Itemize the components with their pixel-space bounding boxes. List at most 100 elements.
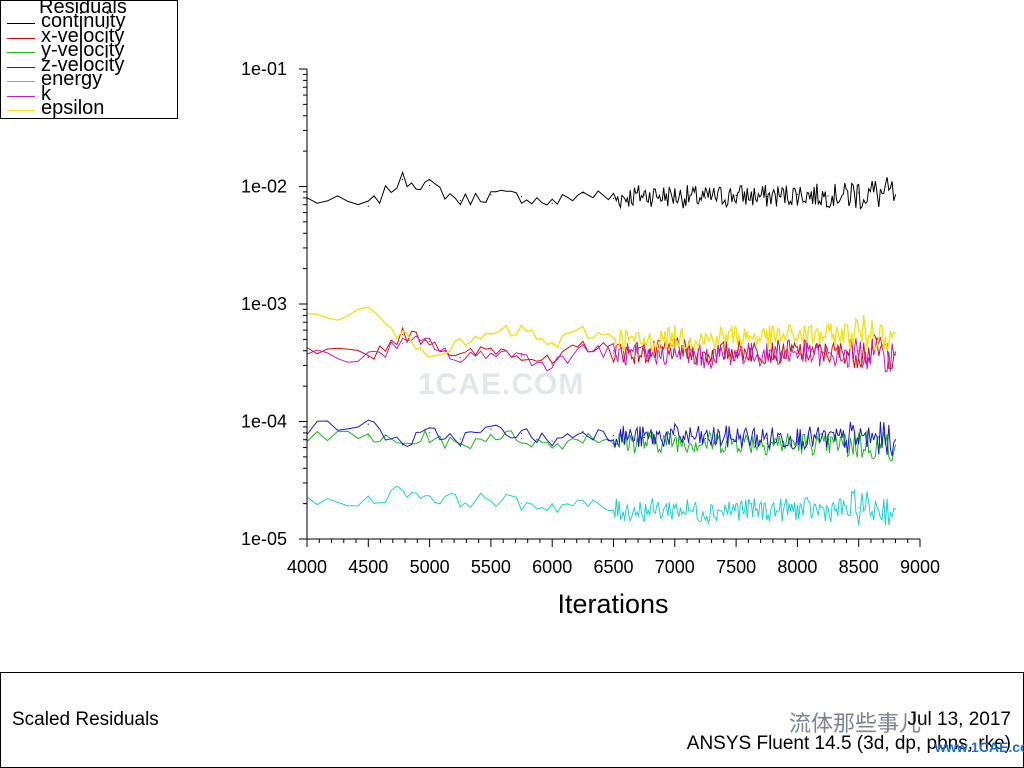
data-point-y-velocity xyxy=(674,439,676,441)
data-point-continuity xyxy=(402,178,404,180)
data-point-x-velocity xyxy=(551,363,553,365)
data-point-z-velocity xyxy=(367,423,369,425)
legend: Residuals continuity x-velocity y-velocity… xyxy=(0,0,178,119)
data-point-z-velocity xyxy=(612,434,615,437)
data-point-epsilon xyxy=(704,338,707,340)
legend-item-energy: energy xyxy=(1,68,177,90)
data-point-k xyxy=(551,364,553,366)
data-point-epsilon xyxy=(735,334,737,336)
data-point-energy xyxy=(796,508,799,510)
data-point-z-velocity xyxy=(582,431,584,433)
data-point-k xyxy=(894,354,897,356)
y-tick-label: 1e-05 xyxy=(241,529,287,549)
data-point-epsilon xyxy=(459,345,461,347)
data-point-y-velocity xyxy=(827,443,829,445)
data-point-energy xyxy=(704,511,707,513)
legend-item-y-velocity: y-velocity xyxy=(1,40,177,60)
data-point-continuity xyxy=(582,192,584,194)
data-point-k xyxy=(459,361,461,363)
data-point-z-velocity xyxy=(704,437,707,439)
data-point-continuity xyxy=(459,199,461,202)
data-point-z-velocity xyxy=(796,437,799,439)
data-point-energy xyxy=(367,500,369,502)
data-point-epsilon xyxy=(490,333,492,336)
data-point-continuity xyxy=(766,196,768,198)
x-tick-label: 9000 xyxy=(900,557,940,577)
legend-label: x-velocity xyxy=(41,24,125,47)
data-point-energy xyxy=(402,489,404,491)
data-point-y-velocity xyxy=(796,442,799,444)
data-point-energy xyxy=(735,508,737,510)
data-point-k xyxy=(490,350,492,352)
y-tick-label: 1e-04 xyxy=(241,412,287,432)
data-point-continuity xyxy=(894,194,897,196)
data-point-continuity xyxy=(520,196,523,198)
legend-item-z-velocity: z-velocity xyxy=(1,55,177,75)
data-point-continuity xyxy=(674,195,676,197)
data-point-energy xyxy=(582,503,584,505)
data-point-y-velocity xyxy=(520,437,523,439)
data-point-epsilon xyxy=(674,336,676,338)
y-tick-label: 1e-02 xyxy=(241,177,287,197)
data-point-k xyxy=(582,346,584,348)
series-line-continuity xyxy=(306,170,896,210)
x-tick-label: 6000 xyxy=(532,557,572,577)
x-axis-title: Iterations xyxy=(557,589,668,619)
x-tick-label: 6500 xyxy=(593,557,633,577)
data-point-epsilon xyxy=(582,331,584,333)
data-point-y-velocity xyxy=(367,435,369,437)
legend-title: Residuals xyxy=(39,0,127,18)
data-point-epsilon xyxy=(429,350,431,352)
data-point-x-velocity xyxy=(459,357,461,359)
footer-title: Scaled Residuals xyxy=(12,709,159,730)
site-watermark: www.1CAE.com xyxy=(935,739,1024,755)
legend-swatch xyxy=(7,81,35,82)
data-point-epsilon xyxy=(894,333,897,335)
data-point-x-velocity xyxy=(402,333,404,336)
data-point-z-velocity xyxy=(551,440,553,442)
data-point-z-velocity xyxy=(674,434,676,437)
data-point-epsilon xyxy=(643,341,645,344)
data-point-k xyxy=(796,352,799,354)
data-point-z-velocity xyxy=(858,437,860,439)
data-point-continuity xyxy=(735,194,737,196)
data-point-k xyxy=(520,355,523,357)
legend-item-k: k xyxy=(1,84,177,104)
series-line-k xyxy=(306,335,896,373)
data-point-k xyxy=(402,343,404,345)
data-point-continuity xyxy=(367,205,369,207)
data-point-y-velocity xyxy=(459,446,461,448)
x-tick-label: 5500 xyxy=(471,557,511,577)
data-point-continuity xyxy=(643,194,645,196)
series-line-z-velocity xyxy=(306,419,896,457)
footer-date: Jul 13, 2017 xyxy=(907,709,1011,730)
legend-item-continuity: continuity xyxy=(1,11,177,31)
y-tick-label: 1e-03 xyxy=(241,294,287,314)
data-point-z-velocity xyxy=(520,432,523,435)
data-point-k xyxy=(367,357,369,359)
legend-swatch xyxy=(7,37,35,39)
data-point-k xyxy=(612,352,615,354)
brand-watermark: 流体那些事儿 xyxy=(789,711,922,736)
data-point-energy xyxy=(766,509,768,511)
data-point-energy xyxy=(459,500,461,502)
data-point-continuity xyxy=(490,194,492,196)
x-tick-label: 4000 xyxy=(287,557,327,577)
data-point-energy xyxy=(612,509,615,511)
data-point-y-velocity xyxy=(643,442,645,444)
data-point-x-velocity xyxy=(520,352,523,354)
data-point-energy xyxy=(490,498,492,500)
watermark-text: 1CAE.COM xyxy=(418,368,585,401)
data-point-energy xyxy=(858,507,860,509)
legend-swatch xyxy=(7,23,35,24)
data-point-epsilon xyxy=(402,336,404,338)
data-point-epsilon xyxy=(766,336,768,338)
data-point-x-velocity xyxy=(894,351,897,353)
data-point-k xyxy=(429,340,431,343)
data-point-x-velocity xyxy=(735,350,737,352)
legend-label: energy xyxy=(41,68,103,90)
data-point-y-velocity xyxy=(894,444,897,446)
data-point-energy xyxy=(827,509,829,511)
data-point-y-velocity xyxy=(704,442,707,444)
